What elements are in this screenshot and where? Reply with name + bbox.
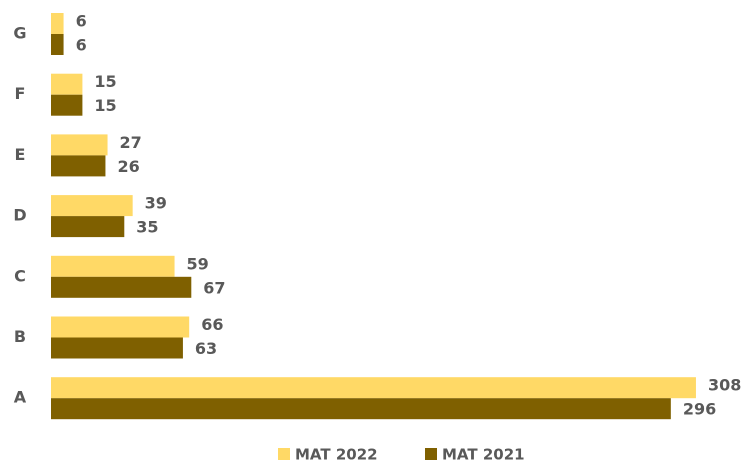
legend-swatch bbox=[278, 448, 290, 460]
data-label: 27 bbox=[120, 133, 142, 152]
bar bbox=[51, 216, 125, 238]
data-label: 67 bbox=[203, 278, 225, 297]
data-label: 6 bbox=[76, 36, 87, 55]
y-tick-label: E bbox=[15, 145, 26, 164]
data-label: 26 bbox=[117, 157, 139, 176]
bar bbox=[51, 377, 696, 399]
bar bbox=[51, 73, 83, 95]
data-label: 15 bbox=[94, 72, 116, 91]
data-label: 15 bbox=[94, 96, 116, 115]
bar bbox=[51, 94, 83, 116]
bar bbox=[51, 337, 183, 359]
data-label: 59 bbox=[187, 254, 209, 273]
y-tick-label: G bbox=[13, 24, 26, 43]
legend-label: MAT 2022 bbox=[295, 446, 378, 464]
bar bbox=[51, 13, 64, 34]
bar bbox=[51, 398, 671, 420]
bar bbox=[51, 316, 190, 338]
data-label: 35 bbox=[136, 218, 158, 237]
legend-swatch bbox=[425, 448, 437, 460]
data-label: 63 bbox=[195, 339, 217, 358]
legend-label: MAT 2021 bbox=[442, 446, 525, 464]
bar bbox=[51, 276, 192, 298]
bar bbox=[51, 134, 108, 156]
y-tick-label: A bbox=[14, 388, 27, 407]
data-label: 66 bbox=[201, 315, 223, 334]
data-label: 308 bbox=[708, 376, 741, 395]
data-label: 39 bbox=[145, 194, 167, 213]
bar bbox=[51, 255, 175, 277]
bar bbox=[51, 155, 106, 177]
bar bbox=[51, 195, 133, 217]
y-tick-label: C bbox=[14, 266, 26, 285]
bar bbox=[51, 34, 64, 55]
data-label: 6 bbox=[76, 12, 87, 31]
y-tick-label: F bbox=[15, 84, 26, 103]
data-label: 296 bbox=[683, 400, 716, 419]
y-tick-label: D bbox=[13, 206, 26, 225]
y-tick-label: B bbox=[14, 327, 26, 346]
